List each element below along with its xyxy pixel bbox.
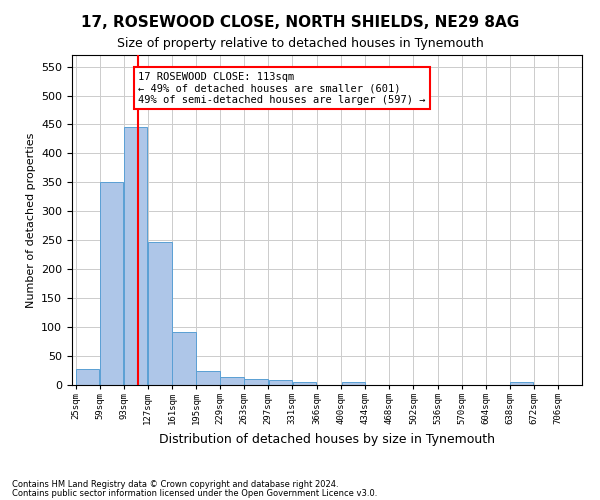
Bar: [220, 377, 244, 385]
Text: 17 ROSEWOOD CLOSE: 113sqm
← 49% of detached houses are smaller (601)
49% of semi: 17 ROSEWOOD CLOSE: 113sqm ← 49% of detac…: [139, 72, 426, 104]
Bar: [269, 380, 292, 385]
Bar: [510, 382, 533, 385]
Bar: [293, 382, 316, 385]
Bar: [76, 370, 99, 385]
Bar: [341, 382, 365, 385]
Text: Size of property relative to detached houses in Tynemouth: Size of property relative to detached ho…: [116, 38, 484, 51]
Bar: [172, 332, 196, 385]
Y-axis label: Number of detached properties: Number of detached properties: [26, 132, 35, 308]
Text: Contains HM Land Registry data © Crown copyright and database right 2024.: Contains HM Land Registry data © Crown c…: [12, 480, 338, 489]
X-axis label: Distribution of detached houses by size in Tynemouth: Distribution of detached houses by size …: [159, 432, 495, 446]
Bar: [196, 370, 220, 385]
Bar: [124, 128, 148, 385]
Text: Contains public sector information licensed under the Open Government Licence v3: Contains public sector information licen…: [12, 488, 377, 498]
Text: 17, ROSEWOOD CLOSE, NORTH SHIELDS, NE29 8AG: 17, ROSEWOOD CLOSE, NORTH SHIELDS, NE29 …: [81, 15, 519, 30]
Bar: [148, 242, 172, 385]
Bar: [100, 182, 124, 385]
Bar: [244, 378, 268, 385]
